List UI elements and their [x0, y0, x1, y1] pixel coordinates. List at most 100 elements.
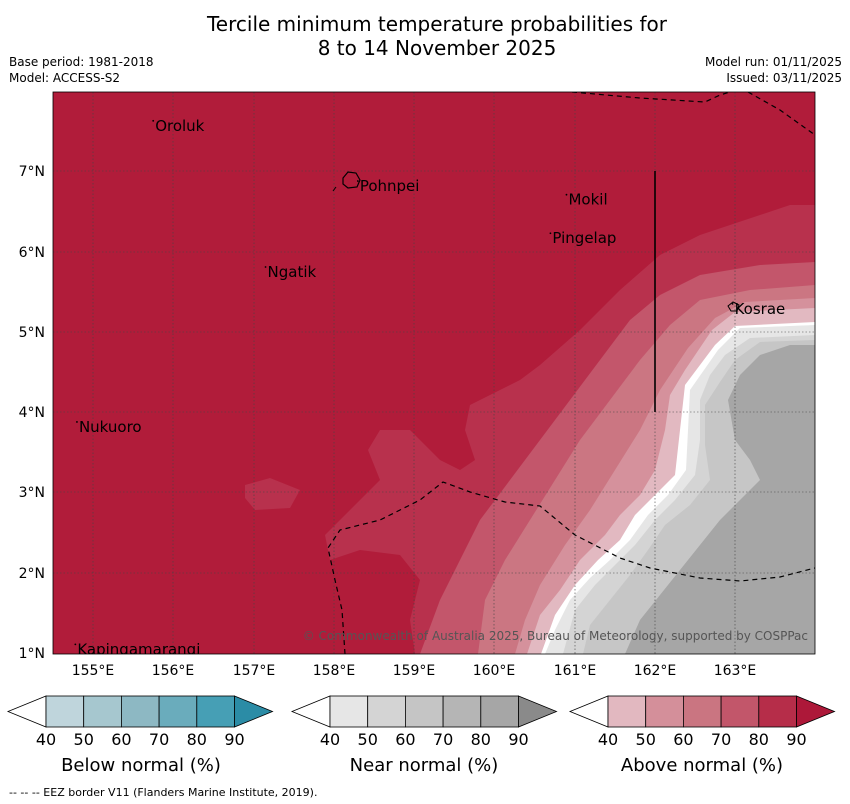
colorbar-tick: 60	[673, 730, 693, 749]
colorbar-extend-low	[6, 695, 47, 728]
metadata-right: Model run: 01/11/2025 Issued: 03/11/2025	[705, 54, 842, 86]
colorbar-tick: 40	[36, 730, 56, 749]
lon-tick: 163°E	[714, 663, 757, 679]
colorbar-segment	[158, 695, 198, 728]
colorbar-tick: 50	[636, 730, 656, 749]
eez-border-northeast	[747, 92, 815, 136]
kosrae-island-outline	[727, 301, 740, 312]
issued-date: Issued: 03/11/2025	[726, 71, 842, 85]
map-frame	[52, 91, 816, 655]
colorbar-tick: 50	[358, 730, 378, 749]
title-line-1: Tercile minimum temperature probabilitie…	[206, 12, 668, 36]
colorbar: 40 50 60 70 80 90	[6, 695, 274, 749]
pohnpei-island-outline	[342, 171, 361, 189]
colorbar-segment	[196, 695, 235, 728]
colorbar-tick: 90	[224, 730, 244, 749]
above-normal-80-patch	[245, 478, 300, 510]
colorbar-extend-low	[568, 695, 609, 728]
lon-tick: 159°E	[393, 663, 436, 679]
place-label: Kosrae	[735, 300, 786, 318]
colorbar-segment	[83, 695, 122, 728]
near-normal-70-zone	[625, 345, 815, 654]
colorbar-tick: 40	[598, 730, 618, 749]
place-label: Mokil	[568, 191, 607, 209]
lon-tick: 158°E	[313, 663, 356, 679]
lat-tick: 3°N	[19, 485, 45, 501]
lon-tick: 162°E	[634, 663, 677, 679]
place-marker	[565, 193, 568, 196]
colorbar-tick: 70	[149, 730, 169, 749]
colorbar-tick: 60	[111, 730, 131, 749]
chart-title: Tercile minimum temperature probabilitie…	[0, 12, 850, 60]
eez-borders	[327, 92, 815, 654]
place-label: Ngatik	[268, 263, 317, 281]
colorbar-segment	[607, 695, 647, 728]
latitude-axis: 7°N 6°N 5°N 4°N 3°N 2°N 1°N	[19, 164, 45, 662]
colorbar-legends: 40 50 60 70 80 90 40 50 60 70 80 90 40 50 60 70 80 90	[6, 695, 836, 749]
colorbar-tick: 60	[395, 730, 415, 749]
colorbar-segment	[645, 695, 684, 728]
lat-tick: 6°N	[19, 245, 45, 261]
lat-tick: 7°N	[19, 164, 45, 180]
colorbar-tick: 40	[320, 730, 340, 749]
place-label: Oroluk	[155, 117, 204, 135]
colorbar-segment	[480, 695, 519, 728]
colorbar-tick: 70	[711, 730, 731, 749]
copyright-notice: © Commonwealth of Australia 2025, Bureau…	[303, 629, 808, 643]
colorbar-tick: 80	[187, 730, 207, 749]
lon-tick: 156°E	[152, 663, 195, 679]
colorbar-tick: 80	[471, 730, 491, 749]
colorbar-segment	[683, 695, 722, 728]
colorbar-tick: 90	[508, 730, 528, 749]
lon-tick: 157°E	[233, 663, 276, 679]
eez-border-south	[327, 481, 815, 654]
above-normal-label: Above normal (%)	[620, 755, 784, 776]
place-label: Pohnpei	[360, 177, 420, 195]
colorbar-segment	[45, 695, 85, 728]
lon-tick: 160°E	[473, 663, 516, 679]
longitude-axis: 155°E 156°E 157°E 158°E 159°E 160°E 161°…	[72, 663, 757, 679]
colorbar-tick: 50	[74, 730, 94, 749]
eez-footer-note: -- -- -- EEZ border V11 (Flanders Marine…	[9, 786, 318, 799]
colorbar-segment	[442, 695, 482, 728]
colorbar-extend-low	[290, 695, 331, 728]
colorbar-segment	[404, 695, 444, 728]
ant-atoll-mark	[332, 186, 337, 192]
lat-tick: 4°N	[19, 405, 45, 421]
lat-tick: 5°N	[19, 325, 45, 341]
place-marker	[76, 421, 78, 423]
colorbar-extend-high	[234, 695, 274, 728]
colorbar-segment	[758, 695, 797, 728]
metadata-left: Base period: 1981-2018 Model: ACCESS-S2	[9, 54, 154, 86]
colorbar-segment	[720, 695, 760, 728]
place-marker	[152, 119, 155, 122]
eez-border-north	[571, 92, 731, 103]
place-marker	[356, 180, 359, 182]
model-run: Model run: 01/11/2025	[704, 55, 842, 69]
lon-tick: 155°E	[72, 663, 115, 679]
near-normal-label: Near normal (%)	[349, 755, 499, 776]
title-line-2: 8 to 14 November 2025	[317, 36, 557, 60]
colorbar: 40 50 60 70 80 90	[568, 695, 836, 749]
place-label: Nukuoro	[79, 418, 142, 436]
place-marker	[264, 266, 267, 268]
place-label: Kapingamarangi	[77, 640, 200, 658]
colorbar-tick: 80	[749, 730, 769, 749]
lat-tick: 1°N	[19, 646, 45, 662]
colorbar: 40 50 60 70 80 90	[290, 695, 558, 749]
colorbar-segment	[367, 695, 406, 728]
lon-tick: 161°E	[554, 663, 597, 679]
model-name: Model: ACCESS-S2	[9, 71, 121, 85]
colorbar-segment	[121, 695, 160, 728]
lat-tick: 2°N	[19, 566, 45, 582]
place-labels: Oroluk Pohnpei Mokil Pingelap Ngatik Kosrae Nu…	[74, 117, 786, 658]
place-label: Pingelap	[552, 229, 616, 247]
colorbar-tick: 90	[786, 730, 806, 749]
colorbar-extend-high	[796, 695, 836, 728]
below-normal-label: Below normal (%)	[61, 755, 221, 776]
place-marker	[731, 303, 734, 305]
colorbar-extend-high	[518, 695, 558, 728]
place-marker	[74, 643, 77, 646]
colorbar-tick: 70	[433, 730, 453, 749]
